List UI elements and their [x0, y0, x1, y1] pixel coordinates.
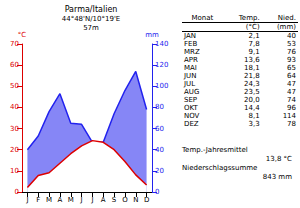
- html-text:843 mm: 843 mm: [262, 173, 292, 181]
- html-text:JUL: JUL: [184, 80, 196, 88]
- svg-text:80: 80: [155, 103, 164, 111]
- html-text:(°C): (°C): [245, 23, 260, 31]
- html-text:Monat: Monat: [191, 14, 214, 22]
- svg-text:30: 30: [10, 125, 19, 133]
- svg-text:mm: mm: [145, 31, 159, 39]
- html-text:74: 74: [287, 96, 296, 104]
- svg-text:60: 60: [10, 61, 19, 69]
- html-text:53: 53: [287, 40, 296, 48]
- html-text:18,1: 18,1: [244, 64, 260, 72]
- html-text:FEB: FEB: [184, 40, 198, 48]
- html-text:78: 78: [287, 120, 296, 128]
- html-text:JUN: JUN: [184, 72, 197, 80]
- svg-text:0: 0: [15, 188, 19, 196]
- svg-text:50: 50: [10, 82, 19, 90]
- html-text:MRZ: MRZ: [184, 48, 200, 56]
- html-text:93: 93: [287, 56, 296, 64]
- svg-text:A: A: [58, 196, 63, 204]
- html-text:47: 47: [287, 88, 296, 96]
- html-text:96: 96: [287, 104, 296, 112]
- html-text:SEP: SEP: [184, 96, 198, 104]
- html-text:40: 40: [287, 32, 296, 40]
- svg-text:40: 40: [10, 103, 19, 111]
- svg-text:J: J: [90, 196, 93, 204]
- svg-text:N: N: [133, 196, 138, 204]
- html-text:(mm): (mm): [276, 23, 296, 31]
- svg-text:57m: 57m: [83, 24, 99, 32]
- svg-text:44°48'N/10°19'E: 44°48'N/10°19'E: [62, 15, 121, 23]
- svg-text:60: 60: [155, 125, 164, 133]
- html-text:20,0: 20,0: [244, 96, 260, 104]
- svg-text:10: 10: [10, 167, 19, 175]
- html-text:13,6: 13,6: [244, 56, 260, 64]
- html-text:Niederschlagssumme: Niederschlagssumme: [182, 164, 258, 172]
- html-text:Temp.-Jahresmittel: Temp.-Jahresmittel: [182, 146, 248, 154]
- html-text:64: 64: [287, 72, 296, 80]
- html-text:APR: APR: [184, 56, 198, 64]
- html-text:NOV: NOV: [184, 112, 200, 120]
- svg-text:°C: °C: [18, 31, 27, 39]
- html-text:JAN: JAN: [184, 32, 196, 40]
- svg-text:Parma/Italien: Parma/Italien: [65, 5, 118, 14]
- svg-text:S: S: [112, 196, 117, 204]
- svg-text:120: 120: [155, 61, 168, 69]
- svg-text:M: M: [46, 196, 52, 204]
- html-text:7,8: 7,8: [248, 40, 260, 48]
- html-text:AUG: AUG: [184, 88, 200, 96]
- html-text:65: 65: [287, 64, 296, 72]
- html-text:24,3: 24,3: [244, 80, 260, 88]
- html-text:21,8: 21,8: [244, 72, 260, 80]
- svg-text:M: M: [68, 196, 74, 204]
- svg-text:D: D: [144, 196, 149, 204]
- svg-text:J: J: [25, 196, 28, 204]
- html-text:14,4: 14,4: [244, 104, 260, 112]
- svg-text:J: J: [80, 196, 83, 204]
- html-text:Temp.: Temp.: [238, 14, 260, 22]
- svg-text:O: O: [122, 196, 128, 204]
- svg-text:A: A: [101, 196, 106, 204]
- svg-text:20: 20: [10, 146, 19, 154]
- html-text:76: 76: [287, 48, 296, 56]
- html-text:23,5: 23,5: [244, 88, 260, 96]
- html-text:9,1: 9,1: [248, 48, 260, 56]
- html-text:47: 47: [287, 80, 296, 88]
- html-text:OKT: OKT: [184, 104, 198, 112]
- html-text:2,1: 2,1: [248, 32, 260, 40]
- svg-text:0: 0: [155, 188, 159, 196]
- html-text:Nied.: Nied.: [277, 14, 296, 22]
- svg-text:70: 70: [10, 40, 19, 48]
- html-text:13,8 °C: 13,8 °C: [265, 155, 292, 163]
- svg-text:F: F: [36, 196, 40, 204]
- html-text:MAI: MAI: [184, 64, 197, 72]
- svg-text:40: 40: [155, 146, 164, 154]
- html-text:DEZ: DEZ: [184, 120, 199, 128]
- svg-text:100: 100: [155, 82, 168, 90]
- html-text:3,3: 3,3: [248, 120, 260, 128]
- html-text:8,1: 8,1: [248, 112, 260, 120]
- svg-text:140: 140: [155, 40, 168, 48]
- html-text:114: 114: [282, 112, 296, 120]
- svg-text:20: 20: [155, 167, 164, 175]
